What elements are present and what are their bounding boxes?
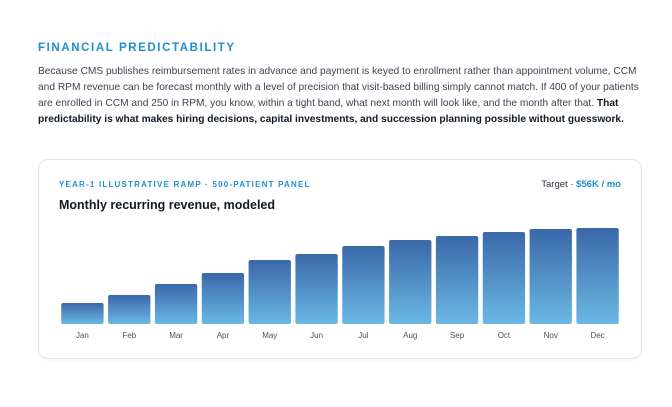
bar-may [248, 260, 291, 324]
bar-chart: Jan Feb Mar Apr May Jun Jul Aug Sep Oct Nov Dec [61, 228, 619, 340]
x-tick-jan: Jan [76, 331, 89, 340]
x-tick-oct: Oct [498, 331, 511, 340]
bar-mar [154, 284, 198, 324]
section-eyebrow: FINANCIAL PREDICTABILITY [38, 42, 236, 54]
bar-jun [295, 254, 338, 324]
revenue-chart-card: YEAR-1 ILLUSTRATIVE RAMP · 500-PATIENT P… [38, 159, 642, 359]
x-tick-dec: Dec [590, 331, 604, 340]
section-paragraph: Because CMS publishes reimbursement rate… [38, 64, 642, 128]
x-tick-sep: Sep [450, 331, 465, 340]
bar-oct [482, 232, 526, 324]
bar-aug [389, 240, 432, 324]
chart-title: Monthly recurring revenue, modeled [59, 198, 276, 212]
target-value: $56K / mo [576, 179, 621, 190]
bar-jul [342, 246, 385, 324]
x-tick-labels: Jan Feb Mar Apr May Jun Jul Aug Sep Oct Nov Dec [76, 331, 605, 340]
target-label: Target · [541, 179, 577, 190]
x-tick-mar: Mar [169, 331, 183, 340]
x-tick-nov: Nov [544, 331, 558, 340]
financial-predictability-section: FINANCIAL PREDICTABILITY Because CMS pub… [38, 40, 642, 128]
target-readout: Target · $56K / mo [541, 179, 621, 190]
x-tick-may: May [262, 331, 277, 340]
x-tick-jun: Jun [310, 331, 323, 340]
card-eyebrow: YEAR-1 ILLUSTRATIVE RAMP · 500-PATIENT P… [59, 180, 311, 189]
x-tick-apr: Apr [217, 331, 230, 340]
x-tick-feb: Feb [122, 331, 136, 340]
bars-group [61, 228, 619, 324]
bar-dec [576, 228, 619, 324]
paragraph-text: Because CMS publishes reimbursement rate… [38, 66, 639, 109]
bar-nov [529, 229, 572, 324]
bar-feb [108, 295, 151, 324]
bar-jan [61, 303, 104, 324]
bar-apr [201, 273, 245, 324]
x-tick-aug: Aug [403, 331, 417, 340]
bar-sep [435, 236, 479, 324]
x-tick-jul: Jul [358, 331, 368, 340]
paragraph-emphasis: That predictability is what makes hiring… [38, 98, 624, 125]
